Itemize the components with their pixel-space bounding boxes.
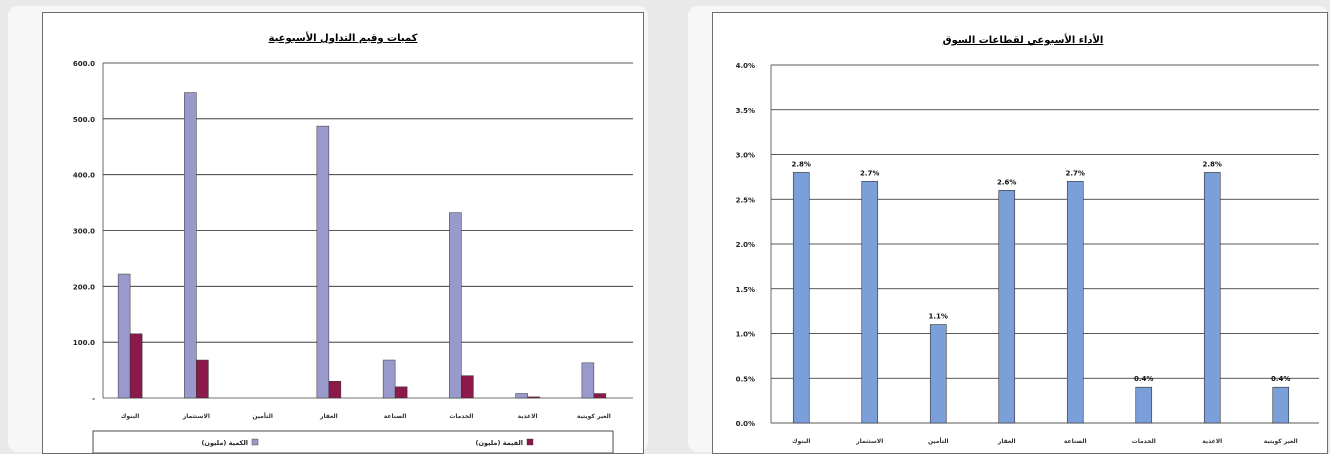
y-tick-label: 100.0 bbox=[73, 339, 95, 347]
data-label: 2.7% bbox=[1066, 169, 1085, 177]
data-label: 2.6% bbox=[997, 178, 1016, 186]
x-category-label: الاغذية bbox=[1202, 438, 1222, 445]
bar-value-0 bbox=[129, 333, 143, 399]
x-category-label: الاستثمار bbox=[182, 413, 210, 420]
x-category-label: الصناعة bbox=[384, 413, 407, 420]
y-tick-label: 400.0 bbox=[73, 172, 95, 180]
bar-value-1 bbox=[196, 359, 209, 399]
legend-box bbox=[92, 430, 614, 453]
bar-6 bbox=[1203, 172, 1221, 424]
x-category-label: التأمين bbox=[252, 412, 273, 420]
volume-value-chart-frame: كميات وقيم التداول الأسبوعية 600.0 500.0 40… bbox=[42, 12, 644, 454]
y-tick-label: 4.0% bbox=[736, 62, 755, 70]
x-category-label: البنوك bbox=[792, 438, 810, 445]
bar-2 bbox=[929, 324, 947, 424]
y-tick-label: - bbox=[92, 395, 95, 403]
bar-value-6 bbox=[527, 396, 540, 399]
y-tick-label: 500.0 bbox=[73, 116, 95, 124]
data-label: 2.8% bbox=[1203, 160, 1222, 168]
x-category-label: الخدمات bbox=[1132, 438, 1156, 445]
legend-entry: الكمية (مليون) bbox=[201, 439, 248, 447]
data-label: 0.4% bbox=[1271, 375, 1290, 383]
y-tick-label: 2.5% bbox=[736, 196, 755, 204]
bar-0 bbox=[792, 172, 810, 424]
legend-swatch bbox=[526, 438, 534, 446]
sector-performance-chart: الأداء الأسبوعي لقطاعات السوق 4.0% 3.5% 3.0… bbox=[736, 33, 1319, 445]
chart-title: كميات وقيم التداول الأسبوعية bbox=[269, 31, 418, 44]
y-tick-label: 3.0% bbox=[736, 152, 755, 160]
x-category-label: الخدمات bbox=[449, 413, 473, 420]
y-tick-label: 300.0 bbox=[73, 228, 95, 236]
x-category-label: الغير كويتية bbox=[577, 413, 611, 420]
y-tick-label: 2.0% bbox=[736, 241, 755, 249]
x-category-label: الصناعة bbox=[1064, 438, 1087, 445]
x-category-label: البنوك bbox=[121, 413, 139, 420]
x-category-label: الاستثمار bbox=[855, 438, 883, 445]
x-category-label: الغير كويتية bbox=[1264, 438, 1298, 445]
y-tick-label: 600.0 bbox=[73, 60, 95, 68]
bar-value-5 bbox=[461, 375, 474, 399]
bar-7 bbox=[1272, 386, 1290, 424]
data-label: 0.4% bbox=[1134, 375, 1153, 383]
x-category-label: التأمين bbox=[928, 437, 949, 445]
bar-5 bbox=[1135, 386, 1153, 424]
bar-1 bbox=[861, 181, 879, 424]
data-label: 2.8% bbox=[792, 160, 811, 168]
bar-4 bbox=[1066, 181, 1084, 424]
data-label: 1.1% bbox=[929, 313, 948, 321]
bar-volume-7 bbox=[581, 362, 595, 399]
legend-swatch bbox=[251, 438, 259, 446]
bar-volume-3 bbox=[316, 125, 330, 399]
sector-performance-chart-frame: الأداء الأسبوعي لقطاعات السوق 4.0% 3.5% 3.0… bbox=[712, 12, 1328, 454]
left-chart-panel: كميات وقيم التداول الأسبوعية 600.0 500.0 40… bbox=[8, 6, 648, 454]
y-tick-label: 3.5% bbox=[736, 107, 755, 115]
y-tick-label: 0.5% bbox=[736, 375, 755, 383]
x-category-label: الاغذية bbox=[518, 413, 538, 420]
x-category-label: العقار bbox=[997, 438, 1016, 445]
chart-title: الأداء الأسبوعي لقطاعات السوق bbox=[943, 33, 1104, 46]
bar-value-4 bbox=[394, 386, 408, 399]
bar-volume-0 bbox=[117, 273, 131, 399]
bar-volume-4 bbox=[382, 359, 396, 399]
y-tick-label: 1.0% bbox=[736, 331, 755, 339]
y-tick-label: 200.0 bbox=[73, 283, 95, 291]
right-chart-panel: الأداء الأسبوعي لقطاعات السوق 4.0% 3.5% 3.0… bbox=[688, 6, 1328, 454]
bar-value-7 bbox=[593, 393, 607, 399]
bar-volume-6 bbox=[515, 393, 528, 399]
legend-entry: القيمة (مليون) bbox=[476, 439, 523, 447]
volume-value-chart: كميات وقيم التداول الأسبوعية 600.0 500.0 40… bbox=[73, 31, 633, 453]
x-category-label: العقار bbox=[319, 413, 338, 420]
y-tick-label: 0.0% bbox=[736, 420, 755, 428]
bar-volume-5 bbox=[449, 212, 462, 399]
y-tick-label: 1.5% bbox=[736, 286, 755, 294]
bar-value-3 bbox=[328, 381, 342, 399]
bar-volume-1 bbox=[184, 92, 197, 399]
data-label: 2.7% bbox=[860, 169, 879, 177]
bar-3 bbox=[998, 190, 1016, 424]
